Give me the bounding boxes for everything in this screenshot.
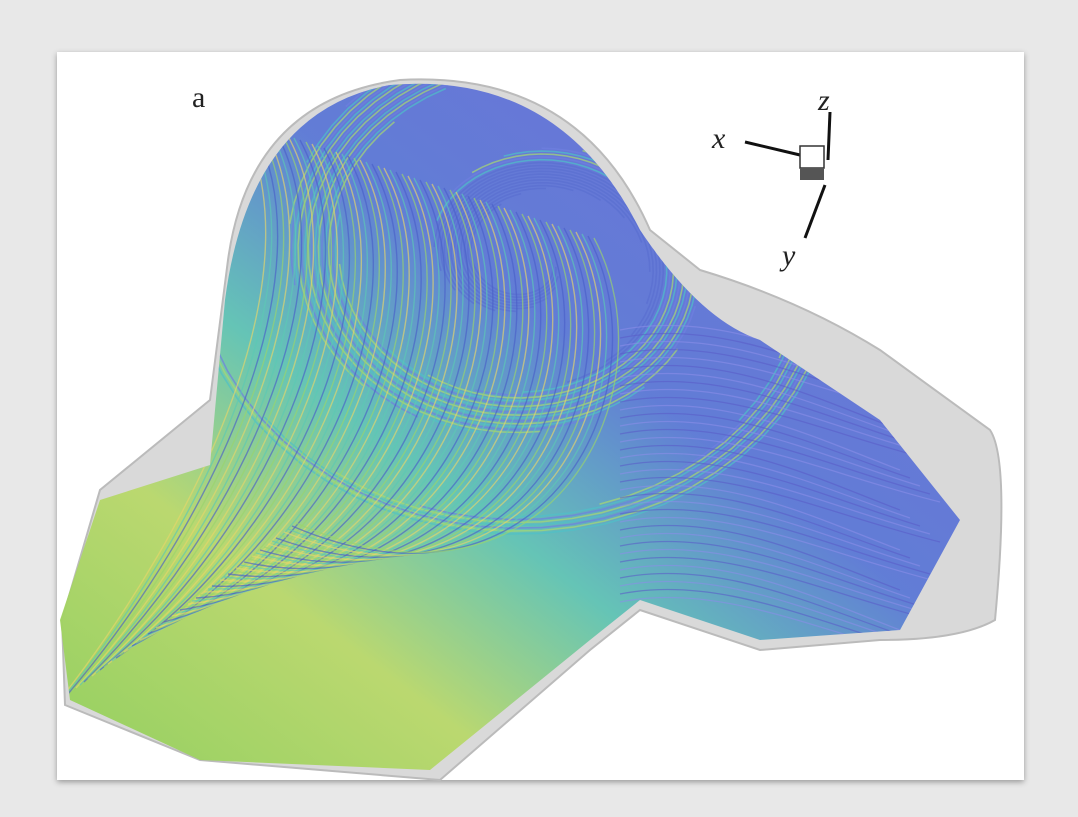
slide: a x z y — [0, 0, 1078, 817]
cube-side — [800, 168, 824, 180]
x-label: x — [711, 122, 726, 155]
panel-label: a — [192, 81, 205, 114]
y-label: y — [779, 239, 796, 272]
z-axis-line — [828, 112, 830, 160]
page: a x z y (() => { const data = JSON.parse… — [0, 0, 1078, 817]
z-label: z — [817, 84, 830, 117]
cube — [800, 146, 824, 168]
